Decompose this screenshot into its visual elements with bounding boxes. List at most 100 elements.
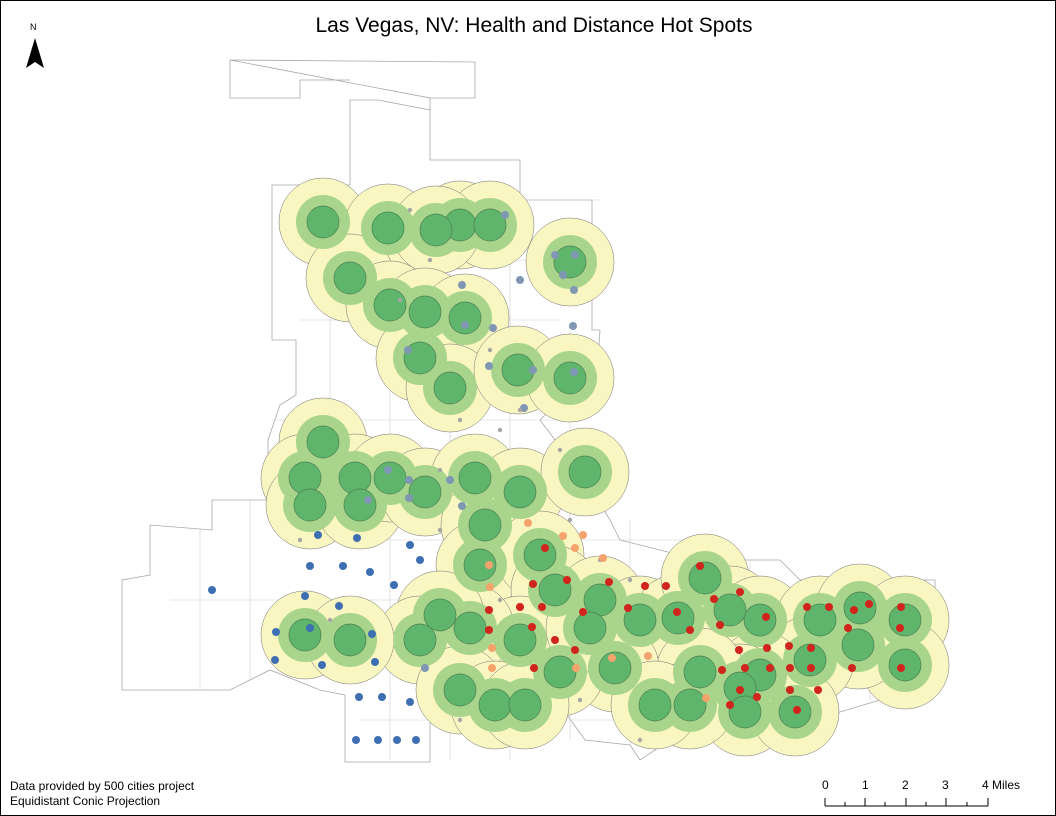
hotspot-core-43	[728, 695, 762, 729]
point-red-42	[753, 693, 761, 701]
point-red-16	[762, 613, 770, 621]
point-gray-10	[567, 517, 573, 523]
point-red-22	[485, 626, 493, 634]
hotspot-core-25	[523, 538, 557, 572]
hotspot-cores	[288, 205, 922, 729]
point-red-26	[571, 646, 579, 654]
point-orange-6	[486, 583, 494, 591]
point-orange-2	[579, 531, 587, 539]
point-red-33	[896, 624, 904, 632]
point-blue-17	[406, 698, 414, 706]
point-grayblue-2	[571, 251, 579, 259]
hotspot-core-15	[288, 461, 322, 495]
point-red-44	[814, 686, 822, 694]
point-red-45	[726, 701, 734, 709]
point-orange-4	[599, 554, 607, 562]
point-gray-0	[407, 207, 413, 213]
point-blue-7	[301, 592, 309, 600]
hotspot-core-24	[463, 548, 497, 582]
point-orange-13	[702, 694, 710, 702]
point-blue-16	[378, 693, 386, 701]
point-orange-12	[572, 664, 580, 672]
point-blue-1	[353, 534, 361, 542]
point-grayblue-11	[529, 366, 537, 374]
point-grayblue-8	[489, 324, 497, 332]
hotspot-core-32	[713, 593, 747, 627]
hotspot-core-23	[468, 508, 502, 542]
point-orange-1	[559, 532, 567, 540]
point-grayblue-10	[404, 346, 412, 354]
point-grayblue-19	[364, 496, 372, 504]
point-red-28	[735, 646, 743, 654]
point-gray-17	[297, 537, 303, 543]
point-blue-22	[208, 586, 216, 594]
point-red-17	[803, 603, 811, 611]
point-blue-8	[335, 602, 343, 610]
hotspot-core-46	[598, 651, 632, 685]
point-red-2	[563, 576, 571, 584]
hotspot-core-18	[343, 488, 377, 522]
data-source-text: Data provided by 500 cities project	[10, 779, 195, 793]
point-red-0	[541, 544, 549, 552]
point-blue-15	[355, 693, 363, 701]
hotspot-core-42	[683, 655, 717, 689]
hotspot-core-9	[448, 301, 482, 335]
hotspot-core-20	[408, 475, 442, 509]
point-grayblue-12	[570, 368, 578, 376]
point-gray-9	[437, 527, 443, 533]
point-gray-3	[487, 347, 493, 353]
point-gray-5	[457, 417, 463, 423]
hotspot-core-39	[793, 643, 827, 677]
point-red-40	[897, 664, 905, 672]
hotspot-core-5	[553, 245, 587, 279]
point-red-4	[641, 582, 649, 590]
point-orange-9	[488, 664, 496, 672]
hotspot-core-21	[458, 461, 492, 495]
point-grayblue-6	[458, 281, 466, 289]
point-grayblue-16	[405, 494, 413, 502]
point-orange-0	[524, 519, 532, 527]
point-blue-21	[412, 736, 420, 744]
point-gray-4	[517, 407, 523, 413]
point-red-7	[710, 595, 718, 603]
point-red-25	[530, 664, 538, 672]
point-red-31	[807, 644, 815, 652]
point-gray-15	[637, 737, 643, 743]
point-grayblue-17	[405, 476, 413, 484]
point-red-11	[538, 603, 546, 611]
hotspot-core-16	[293, 488, 327, 522]
hotspot-core-0	[306, 205, 340, 239]
point-blue-20	[393, 736, 401, 744]
hotspot-core-55	[638, 688, 672, 722]
point-grayblue-3	[559, 271, 567, 279]
point-blue-0	[314, 531, 322, 539]
point-gray-8	[437, 467, 443, 473]
hotspot-core-33	[743, 603, 777, 637]
scale-bar: 0 1 2 3 4 Miles	[820, 778, 1040, 808]
point-red-29	[763, 644, 771, 652]
scale-tick-3: 3	[942, 778, 949, 792]
north-label: N	[30, 22, 37, 32]
point-red-1	[529, 580, 537, 588]
point-grayblue-20	[458, 502, 466, 510]
hotspot-core-14	[306, 425, 340, 459]
hotspot-core-1	[371, 211, 405, 245]
point-orange-10	[608, 654, 616, 662]
point-red-41	[736, 686, 744, 694]
point-red-19	[850, 606, 858, 614]
hotspot-core-29	[623, 603, 657, 637]
point-grayblue-0	[501, 211, 509, 219]
point-red-35	[741, 664, 749, 672]
point-gray-1	[427, 257, 433, 263]
hotspot-core-34	[803, 603, 837, 637]
hotspot-core-6	[333, 261, 367, 295]
point-blue-5	[366, 568, 374, 576]
point-blue-18	[352, 736, 360, 744]
point-blue-12	[271, 656, 279, 664]
north-arrow-icon	[26, 38, 44, 68]
point-red-8	[736, 588, 744, 596]
hotspot-core-49	[453, 611, 487, 645]
point-red-6	[696, 562, 704, 570]
hotspot-core-48	[503, 623, 537, 657]
